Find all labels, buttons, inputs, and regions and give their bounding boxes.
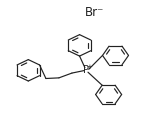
Text: P: P — [83, 65, 90, 75]
Text: +: + — [87, 64, 92, 70]
Text: Br⁻: Br⁻ — [84, 6, 104, 19]
